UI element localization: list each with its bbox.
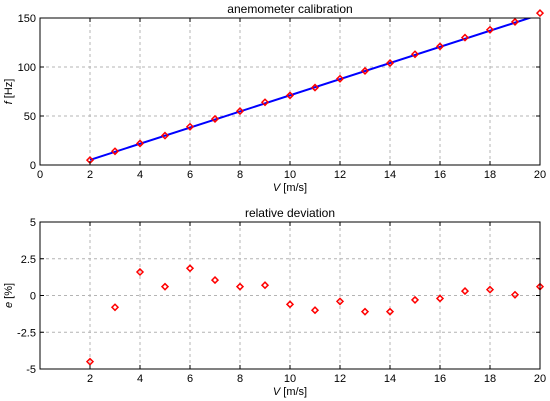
y-axis-title: e [%]: [3, 283, 15, 308]
y-tick-label: 2.5: [21, 254, 36, 266]
data-point-marker: [260, 281, 270, 290]
data-point-marker: [235, 282, 245, 291]
fit-line: [89, 18, 533, 161]
data-point-marker: [285, 300, 295, 309]
x-tick-label: 14: [384, 373, 396, 385]
data-point-marker: [460, 287, 470, 296]
data-point-marker: [335, 74, 345, 83]
x-tick-label: 4: [137, 373, 143, 385]
x-axis-unit: [m/s]: [280, 182, 307, 194]
data-point-marker: [85, 357, 95, 366]
x-axis-title: V [m/s]: [273, 386, 307, 398]
x-tick-label: 10: [284, 169, 296, 181]
data-point-marker: [160, 282, 170, 291]
data-point-marker: [185, 264, 195, 273]
data-point-marker: [435, 42, 445, 51]
x-tick-label: 18: [484, 373, 496, 385]
deviation-panel: 2 4 6 8 10 12 14 16 18 20 -5 -2.5 0 2.5 5 relative devi…: [3, 206, 546, 398]
data-point-marker: [260, 98, 270, 107]
data-point-marker: [410, 295, 420, 304]
x-axis-title: V [m/s]: [273, 182, 307, 194]
data-point-marker: [360, 307, 370, 316]
x-tick-label: 20: [534, 169, 546, 181]
x-tick-label: 14: [384, 169, 396, 181]
x-tick-label: 6: [187, 169, 193, 181]
data-point-marker: [160, 131, 170, 140]
y-axis-title: f [Hz]: [3, 79, 15, 105]
x-tick-label: 8: [237, 373, 243, 385]
y-tick-label: -5: [26, 364, 36, 376]
x-tick-label: 18: [484, 169, 496, 181]
y-tick-label: 0: [30, 160, 36, 172]
y-axis-unit: [Hz]: [3, 79, 15, 102]
x-tick-label: 20: [534, 373, 546, 385]
data-point-marker: [485, 285, 495, 294]
x-tick-label: 2: [87, 373, 93, 385]
data-point-marker: [210, 276, 220, 285]
data-point-marker: [335, 297, 345, 306]
x-tick-label: 4: [137, 169, 143, 181]
y-tick-label: 100: [18, 62, 36, 74]
data-point-marker: [235, 107, 245, 116]
data-point-marker: [360, 66, 370, 75]
data-point-marker: [510, 17, 520, 26]
y-tick-label: -2.5: [17, 327, 36, 339]
data-point-marker: [460, 33, 470, 42]
chart-title: relative deviation: [245, 206, 335, 220]
data-point-marker: [135, 139, 145, 148]
data-point-marker: [310, 83, 320, 92]
data-point-marker: [185, 122, 195, 131]
y-axis-symbol: f: [3, 100, 15, 104]
chart-title: anemometer calibration: [227, 2, 352, 16]
data-point-marker: [485, 25, 495, 34]
x-tick-label: 2: [87, 169, 93, 181]
data-point-marker: [510, 290, 520, 299]
x-tick-label: 6: [187, 373, 193, 385]
y-tick-label: 50: [24, 111, 36, 123]
y-axis-symbol: e: [3, 302, 15, 308]
data-point-marker: [285, 91, 295, 100]
x-axis-symbol: V: [273, 386, 282, 398]
x-tick-label: 0: [37, 169, 43, 181]
data-point-marker: [110, 303, 120, 312]
data-point-marker: [110, 147, 120, 156]
y-axis-unit: [%]: [3, 283, 15, 302]
data-point-marker: [135, 267, 145, 277]
x-tick-label: 12: [334, 169, 346, 181]
x-tick-label: 10: [284, 373, 296, 385]
x-tick-label: 16: [434, 169, 446, 181]
x-axis-symbol: V: [273, 182, 282, 194]
x-tick-label: 8: [237, 169, 243, 181]
data-point-marker: [385, 307, 395, 316]
data-point-marker: [535, 9, 545, 18]
x-axis-unit: [m/s]: [280, 386, 307, 398]
x-tick-label: 12: [334, 373, 346, 385]
data-point-marker: [310, 306, 320, 315]
y-tick-label: 150: [18, 13, 36, 25]
data-point-marker: [435, 294, 445, 303]
data-point-marker: [410, 50, 420, 59]
y-tick-label: 5: [30, 217, 36, 229]
calibration-panel: 0 2 4 6 8 10 12 14 16 18 20 0 50 100 150 anemometer cal…: [3, 2, 546, 194]
data-point-marker: [210, 114, 220, 124]
y-tick-label: 0: [30, 291, 36, 303]
x-tick-label: 16: [434, 373, 446, 385]
data-point-marker: [385, 59, 395, 68]
